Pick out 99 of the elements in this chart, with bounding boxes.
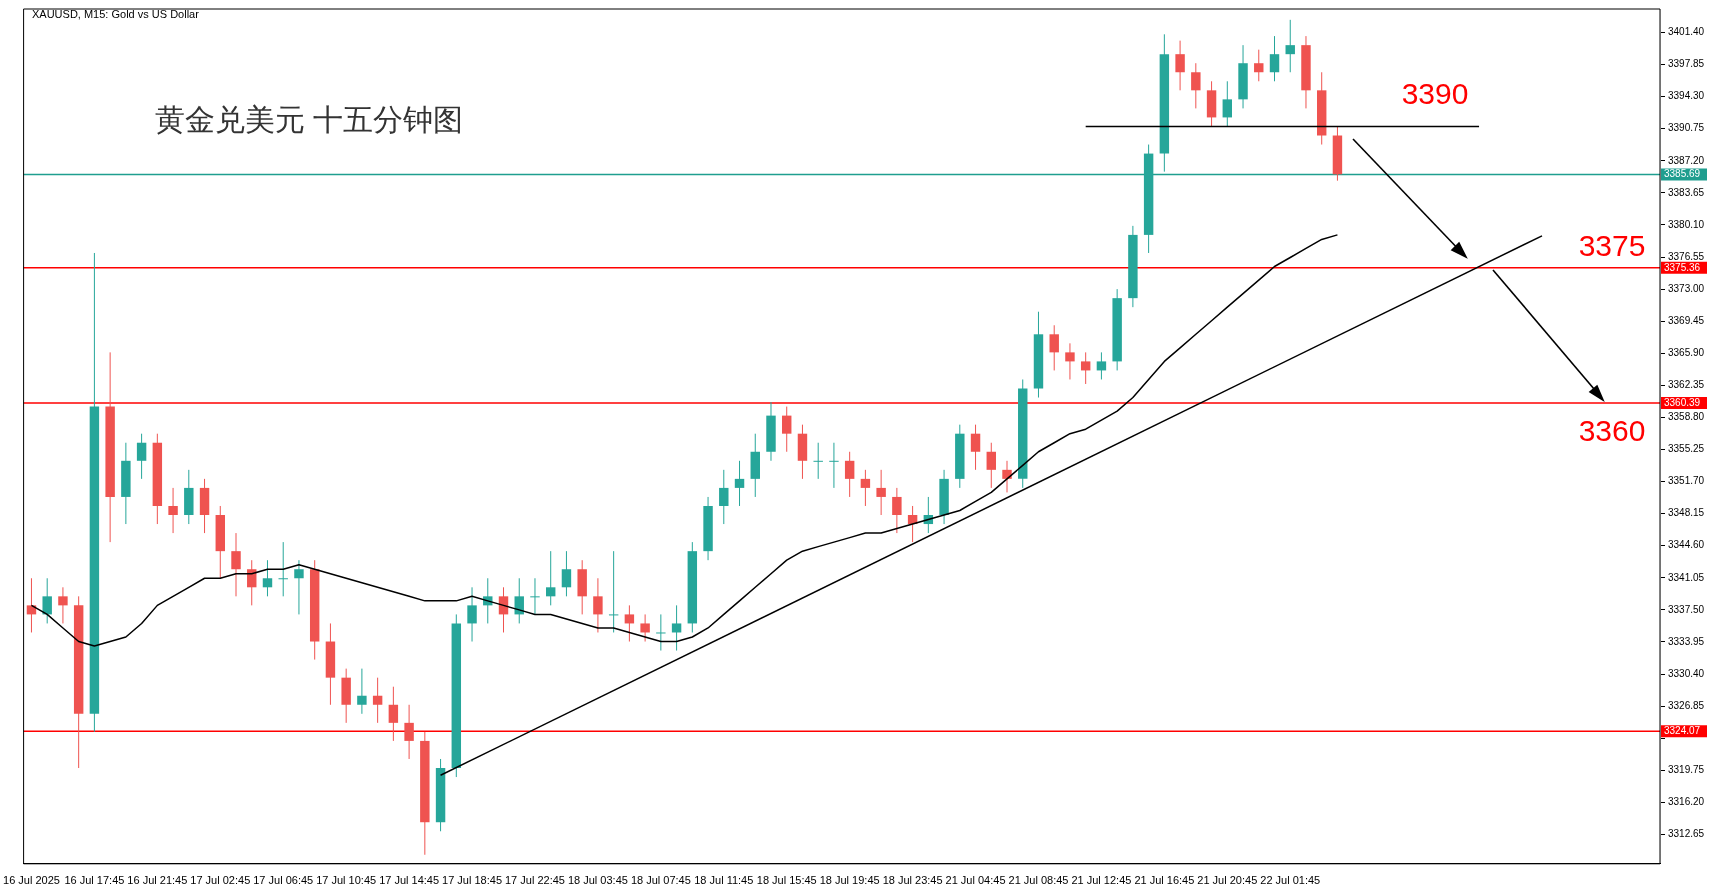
ref-line-label: 3360.39 <box>1664 396 1701 408</box>
candlestick <box>1285 19 1295 73</box>
x-tick-label: 17 Jul 18:45 <box>442 874 502 887</box>
candlestick <box>986 442 996 489</box>
y-tick-label: 3397.85 <box>1668 58 1705 70</box>
candlestick <box>136 433 147 480</box>
y-tick-label: 3326.85 <box>1668 699 1705 711</box>
candlestick <box>372 677 383 724</box>
text: 黄金兑美元 十五分钟图 <box>155 103 464 137</box>
y-tick-label: 3390.75 <box>1668 122 1705 134</box>
y-tick-label: 3316.20 <box>1668 796 1705 808</box>
y-tick-label: 3355.25 <box>1668 443 1705 455</box>
y-tick-label: 3387.20 <box>1668 154 1705 166</box>
y-tick-label: 3358.80 <box>1668 411 1705 423</box>
ref-line-label: 3375.36 <box>1664 261 1701 273</box>
x-tick-label: 18 Jul 07:45 <box>630 874 691 887</box>
y-tick-label: 3362.35 <box>1668 379 1705 391</box>
y-tick-label: 3369.45 <box>1668 314 1705 326</box>
candlestick <box>294 559 304 615</box>
y-tick-label: 3394.30 <box>1668 90 1705 102</box>
y-tick-label: 3351.70 <box>1668 475 1705 487</box>
candlestick <box>561 550 572 597</box>
candlestick <box>278 541 288 597</box>
candlestick <box>388 686 399 742</box>
y-tick-label: 3344.60 <box>1668 539 1705 551</box>
y-tick-label: 3376.55 <box>1668 250 1705 262</box>
candlestick <box>1254 49 1264 82</box>
x-tick-label: 16 Jul 21:45 <box>127 874 188 887</box>
candlestick <box>608 550 619 633</box>
annotation: 3390 <box>1401 76 1469 110</box>
annotation: 3375 <box>1578 229 1646 263</box>
candlestick <box>1269 35 1280 82</box>
x-tick-label: 21 Jul 12:45 <box>1071 874 1132 887</box>
x-tick-label: 18 Jul 19:45 <box>819 874 880 887</box>
x-tick-label: 21 Jul 08:45 <box>1008 874 1069 887</box>
candlestick <box>970 424 981 471</box>
y-tick-label: 3401.40 <box>1668 26 1705 38</box>
candlestick <box>530 577 540 615</box>
candlestick <box>467 586 477 643</box>
ref-line-label: 3385.69 <box>1664 168 1701 180</box>
candlestick <box>357 668 367 715</box>
candlestick <box>876 469 886 516</box>
candlestick <box>671 604 682 652</box>
y-tick-label: 3312.65 <box>1668 828 1705 840</box>
x-tick-label: 18 Jul 23:45 <box>882 874 943 887</box>
x-tick-label: 17 Jul 02:45 <box>190 874 251 887</box>
candlestick <box>1080 351 1091 385</box>
candlestick <box>1175 40 1185 91</box>
y-tick-label: 3330.40 <box>1668 667 1705 679</box>
candlestick <box>262 559 273 597</box>
candlestick <box>404 704 414 760</box>
x-tick-label: 18 Jul 15:45 <box>756 874 817 887</box>
candlestick <box>1065 342 1075 380</box>
x-tick-label: 17 Jul 10:45 <box>316 874 377 887</box>
candlestick <box>58 586 68 624</box>
candlestick <box>1096 351 1107 380</box>
y-tick-label: 3337.50 <box>1668 603 1705 615</box>
x-tick-label: 17 Jul 22:45 <box>505 874 565 887</box>
candlestick <box>168 487 178 534</box>
candlestick <box>719 469 729 525</box>
candlestick <box>813 442 823 480</box>
x-tick-label: 16 Jul 2025 <box>3 874 60 887</box>
x-tick-label: 18 Jul 11:45 <box>694 874 754 887</box>
y-tick-label: 3365.90 <box>1668 347 1705 359</box>
x-tick-label: 17 Jul 14:45 <box>379 874 440 887</box>
candlestick <box>231 532 241 597</box>
candlestick <box>892 487 902 534</box>
y-tick-label: 3319.75 <box>1668 764 1705 776</box>
y-tick-label: 3333.95 <box>1668 635 1705 647</box>
candlestick <box>782 406 792 453</box>
x-tick-label: 16 Jul 17:45 <box>64 874 125 887</box>
x-tick-label: 21 Jul 04:45 <box>945 874 1006 887</box>
x-tick-label: 21 Jul 16:45 <box>1134 874 1195 887</box>
candlestick <box>593 577 603 633</box>
candlestick <box>640 613 650 643</box>
candlestick <box>42 577 52 624</box>
candlestick <box>1049 324 1059 371</box>
chart-subtitle: XAUUSD, M15: Gold vs US Dollar <box>32 8 200 21</box>
y-tick-label: 3373.00 <box>1668 282 1705 294</box>
candlestick <box>860 469 871 507</box>
y-tick-label: 3380.10 <box>1668 218 1705 230</box>
x-tick-label: 22 Jul 01:45 <box>1260 874 1321 887</box>
candlestick <box>844 451 855 498</box>
x-tick-label: 17 Jul 06:45 <box>253 874 314 887</box>
y-tick-label: 3348.15 <box>1668 507 1705 519</box>
candlestick <box>1002 460 1012 493</box>
candlestick <box>624 604 635 643</box>
candlestick <box>734 460 745 507</box>
candlestick <box>656 613 666 652</box>
candlestick <box>1222 80 1233 127</box>
ref-line-label: 3324.07 <box>1664 724 1701 736</box>
candlestick <box>1191 62 1201 109</box>
candlestick <box>545 550 556 606</box>
x-tick-label: 18 Jul 03:45 <box>567 874 628 887</box>
annotation: 3360 <box>1578 414 1646 448</box>
y-tick-label: 3341.05 <box>1668 571 1705 583</box>
y-tick-label: 3383.65 <box>1668 186 1705 198</box>
candlestick <box>829 442 839 489</box>
x-tick-label: 21 Jul 20:45 <box>1197 874 1258 887</box>
